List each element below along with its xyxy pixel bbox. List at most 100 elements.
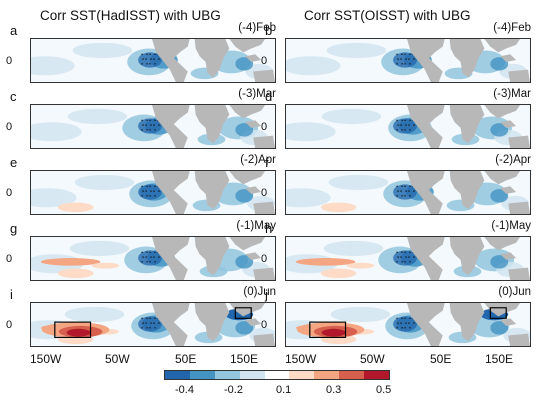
significance-dot — [146, 261, 148, 263]
nino-box — [54, 321, 92, 338]
significance-dot — [409, 129, 411, 131]
significance-dot — [149, 119, 151, 121]
land-asia — [484, 105, 521, 119]
significance-dot — [158, 322, 160, 324]
significance-dot — [154, 63, 156, 65]
significance-dot — [404, 251, 406, 253]
colorbar-segment — [165, 371, 190, 379]
significance-dot — [149, 129, 151, 131]
cold-anomaly — [393, 250, 417, 266]
colorbar-segment — [289, 371, 315, 379]
x-tick-label: 150W — [285, 352, 317, 366]
significance-dot — [154, 251, 156, 253]
significance-dot — [413, 190, 415, 192]
significance-dot — [404, 63, 406, 65]
significance-dot — [396, 53, 398, 55]
land-americas — [407, 237, 445, 280]
land-australia — [253, 267, 275, 280]
significance-dot — [150, 322, 152, 324]
y-tick-equator-e: 0 — [6, 187, 13, 199]
significance-dot — [149, 261, 151, 263]
land-africa — [449, 39, 485, 78]
colorbar-segment — [339, 371, 365, 379]
significance-dot — [146, 53, 148, 55]
significance-dot — [409, 317, 411, 319]
land-asia — [229, 105, 266, 119]
significance-dot — [405, 190, 407, 192]
title-hadisst: Corr SST(HadISST) with UBG — [40, 8, 221, 23]
significance-dot — [149, 327, 151, 329]
ocean-anomaly — [330, 306, 391, 323]
ocean-anomaly — [286, 56, 341, 76]
panel-letter-c: c — [10, 89, 17, 104]
cold-anomaly — [138, 52, 162, 68]
cold-anomaly — [490, 57, 509, 71]
panel-lag-d: (-3)Mar — [493, 88, 531, 100]
significance-dot — [408, 322, 410, 324]
significance-dot — [401, 251, 403, 253]
panel-lag-b: (-4)Feb — [493, 22, 531, 34]
land-americas — [152, 303, 190, 346]
x-tick-label: 50E — [175, 352, 197, 366]
ocean-anomaly — [64, 306, 125, 323]
significance-dot — [141, 53, 143, 55]
significance-dot — [401, 327, 403, 329]
panel-letter-d: d — [265, 89, 273, 104]
significance-dot — [149, 317, 151, 319]
significance-dot — [401, 261, 403, 263]
significance-dot — [409, 63, 411, 65]
land-asia — [484, 39, 521, 53]
cold-anomaly — [235, 189, 254, 203]
panel-lag-h: (-1)May — [491, 220, 531, 232]
land-americas — [152, 105, 190, 148]
significance-dot — [404, 53, 406, 55]
land-asia — [229, 171, 266, 185]
cold-anomaly — [138, 250, 162, 266]
panel-letter-a: a — [10, 23, 18, 38]
y-tick-equator-d: 0 — [261, 121, 268, 133]
significance-dot — [141, 119, 143, 121]
significance-dot — [401, 53, 403, 55]
significance-dot — [409, 327, 411, 329]
warm-anomaly — [320, 202, 357, 213]
land-australia — [253, 69, 275, 82]
ocean-anomaly — [69, 240, 130, 257]
warm-anomaly — [40, 258, 101, 266]
significance-dot — [146, 251, 148, 253]
colorbar-label: 0.3 — [326, 384, 342, 396]
significance-dot — [404, 195, 406, 197]
significance-dot — [396, 317, 398, 319]
cold-anomaly — [138, 316, 162, 332]
significance-dot — [400, 124, 402, 126]
panel-lag-c: (-3)Mar — [238, 88, 276, 100]
map-panel-a — [30, 38, 276, 83]
cold-anomaly — [138, 184, 162, 200]
y-tick-equator-a: 0 — [6, 55, 13, 67]
cold-anomaly — [393, 52, 417, 68]
panel-lag-i: (0)Jun — [243, 286, 276, 298]
map-panel-b — [285, 38, 531, 83]
significance-dot — [158, 58, 160, 60]
x-tick-label: 150E — [230, 352, 259, 366]
land-americas — [407, 105, 445, 148]
significance-dot — [145, 190, 147, 192]
panel-letter-b: b — [265, 23, 273, 38]
significance-dot — [154, 327, 156, 329]
significance-dot — [400, 322, 402, 324]
significance-dot — [154, 119, 156, 121]
significance-dot — [145, 256, 147, 258]
cold-anomaly — [490, 189, 509, 203]
significance-dot — [146, 195, 148, 197]
panel-letter-i: i — [10, 287, 13, 302]
land-asia — [229, 237, 266, 251]
land-asia — [484, 171, 521, 185]
warm-anomaly — [320, 268, 357, 279]
land-africa — [449, 237, 485, 276]
significance-dot — [396, 185, 398, 187]
warm-anomaly — [57, 202, 94, 213]
significance-dot — [146, 119, 148, 121]
cold-anomaly — [393, 184, 417, 200]
x-tick-label: 150W — [30, 352, 62, 366]
significance-dot — [145, 322, 147, 324]
significance-dot — [150, 256, 152, 258]
